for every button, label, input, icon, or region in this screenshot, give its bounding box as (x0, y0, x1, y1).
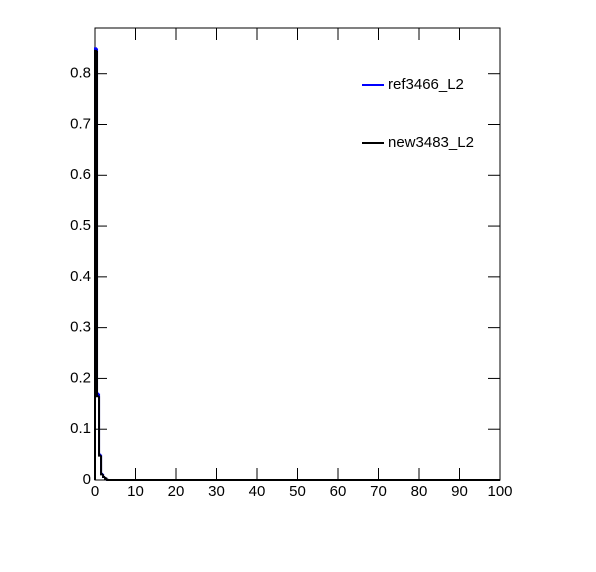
x-tick-label: 90 (451, 483, 468, 500)
y-tick-label: 0.4 (70, 268, 91, 285)
legend-label: new3483_L2 (388, 134, 474, 151)
y-tick-label: 0.7 (70, 115, 91, 132)
y-tick-label: 0 (83, 471, 91, 488)
x-tick-label: 70 (370, 483, 387, 500)
y-tick-label: 0.6 (70, 166, 91, 183)
histogram-step (94, 49, 98, 480)
x-tick-label: 50 (289, 483, 306, 500)
histogram-step (98, 396, 102, 457)
x-tick-label: 20 (168, 483, 185, 500)
x-tick-label: 10 (127, 483, 144, 500)
x-tick-label: 100 (487, 483, 512, 500)
x-tick-label: 30 (208, 483, 225, 500)
y-tick-label: 0.8 (70, 65, 91, 82)
histogram-step (96, 50, 100, 398)
x-tick-label: 60 (330, 483, 347, 500)
histogram-step (104, 476, 108, 480)
histogram-step (102, 474, 106, 478)
legend-box (357, 62, 485, 166)
y-tick-label: 0.3 (70, 319, 91, 336)
histogram-step (106, 478, 500, 481)
y-tick-label: 0.5 (70, 217, 91, 234)
x-tick-label: 40 (249, 483, 266, 500)
histogram-step (100, 455, 104, 476)
x-tick-label: 80 (411, 483, 428, 500)
legend-label: ref3466_L2 (388, 76, 464, 93)
x-tick-label: 0 (91, 483, 99, 500)
y-tick-label: 0.2 (70, 369, 91, 386)
y-tick-label: 0.1 (70, 420, 91, 437)
